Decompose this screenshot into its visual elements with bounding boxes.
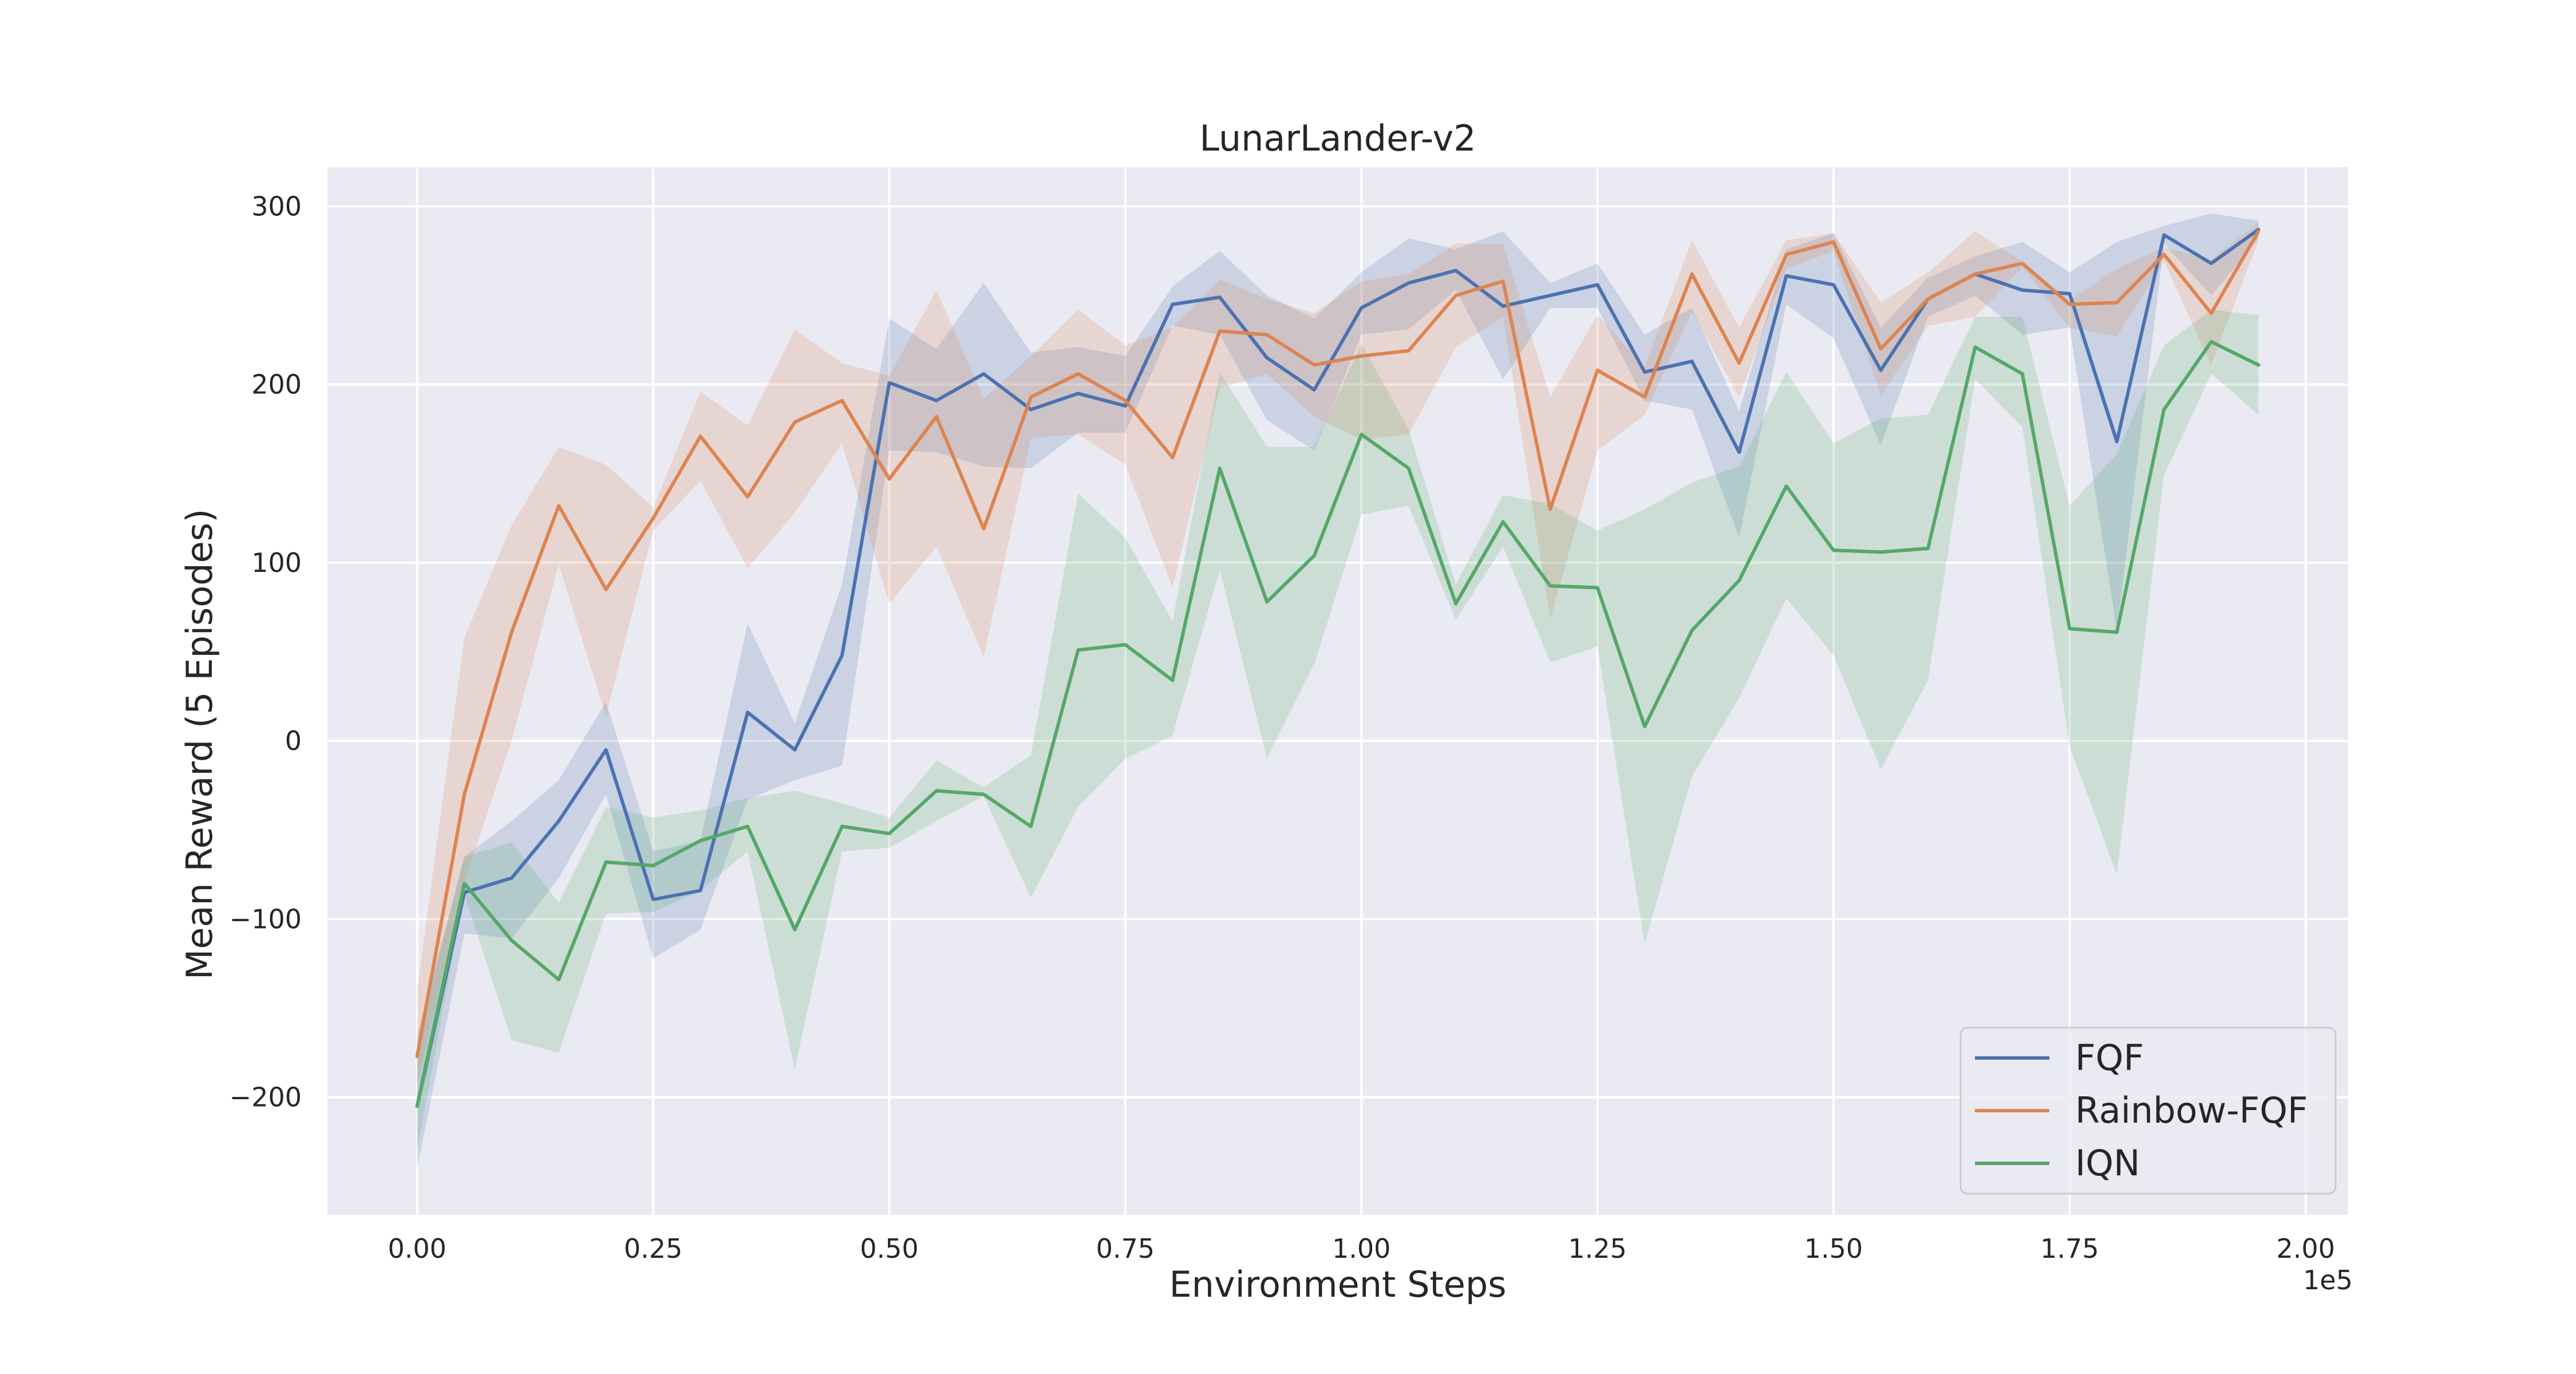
y-tick-label: 100 — [251, 547, 302, 578]
x-tick-label: 2.00 — [2277, 1233, 2335, 1264]
x-tick-label: 0.75 — [1096, 1233, 1155, 1264]
x-tick-label: 1.75 — [2040, 1233, 2099, 1264]
band-iqn — [417, 310, 2259, 1151]
legend-frame — [1959, 1026, 2337, 1195]
y-tick-labels: −200 −100 0 100 200 300 — [230, 191, 302, 1112]
x-tick-label: 1.25 — [1568, 1233, 1626, 1264]
y-tick-label: 200 — [251, 369, 302, 400]
y-tick-label: 300 — [251, 191, 302, 222]
x-tick-label: 1.50 — [1804, 1233, 1863, 1264]
x-axis-offset-label: 1e5 — [2303, 1265, 2353, 1296]
y-tick-label: 0 — [285, 725, 302, 756]
x-tick-labels: 0.00 0.25 0.50 0.75 1.00 1.25 1.50 1.75 2.00 — [388, 1233, 2334, 1264]
x-tick-label: 0.00 — [388, 1233, 446, 1264]
series-lines — [415, 227, 2261, 1108]
y-tick-label: −200 — [230, 1082, 302, 1113]
band-rainbow-fqf — [417, 222, 2259, 1085]
line-iqn — [415, 340, 2261, 1108]
x-tick-label: 0.50 — [860, 1233, 918, 1264]
legend-label-rainbow-fqf: Rainbow-FQF — [2075, 1089, 2308, 1131]
legend-label-fqf: FQF — [2075, 1037, 2144, 1079]
legend-label-iqn: IQN — [2075, 1142, 2140, 1184]
x-tick-label: 1.00 — [1332, 1233, 1390, 1264]
x-axis-title: Environment Steps — [1169, 1264, 1506, 1305]
y-tick-label: −100 — [230, 903, 302, 934]
x-tick-label: 0.25 — [624, 1233, 682, 1264]
line-rainbow-fqf — [415, 230, 2261, 1058]
y-axis-title: Mean Reward (5 Episodes) — [179, 509, 220, 980]
chart-title: LunarLander-v2 — [1199, 117, 1476, 159]
legend: FQF Rainbow-FQF IQN — [1959, 1026, 2337, 1195]
